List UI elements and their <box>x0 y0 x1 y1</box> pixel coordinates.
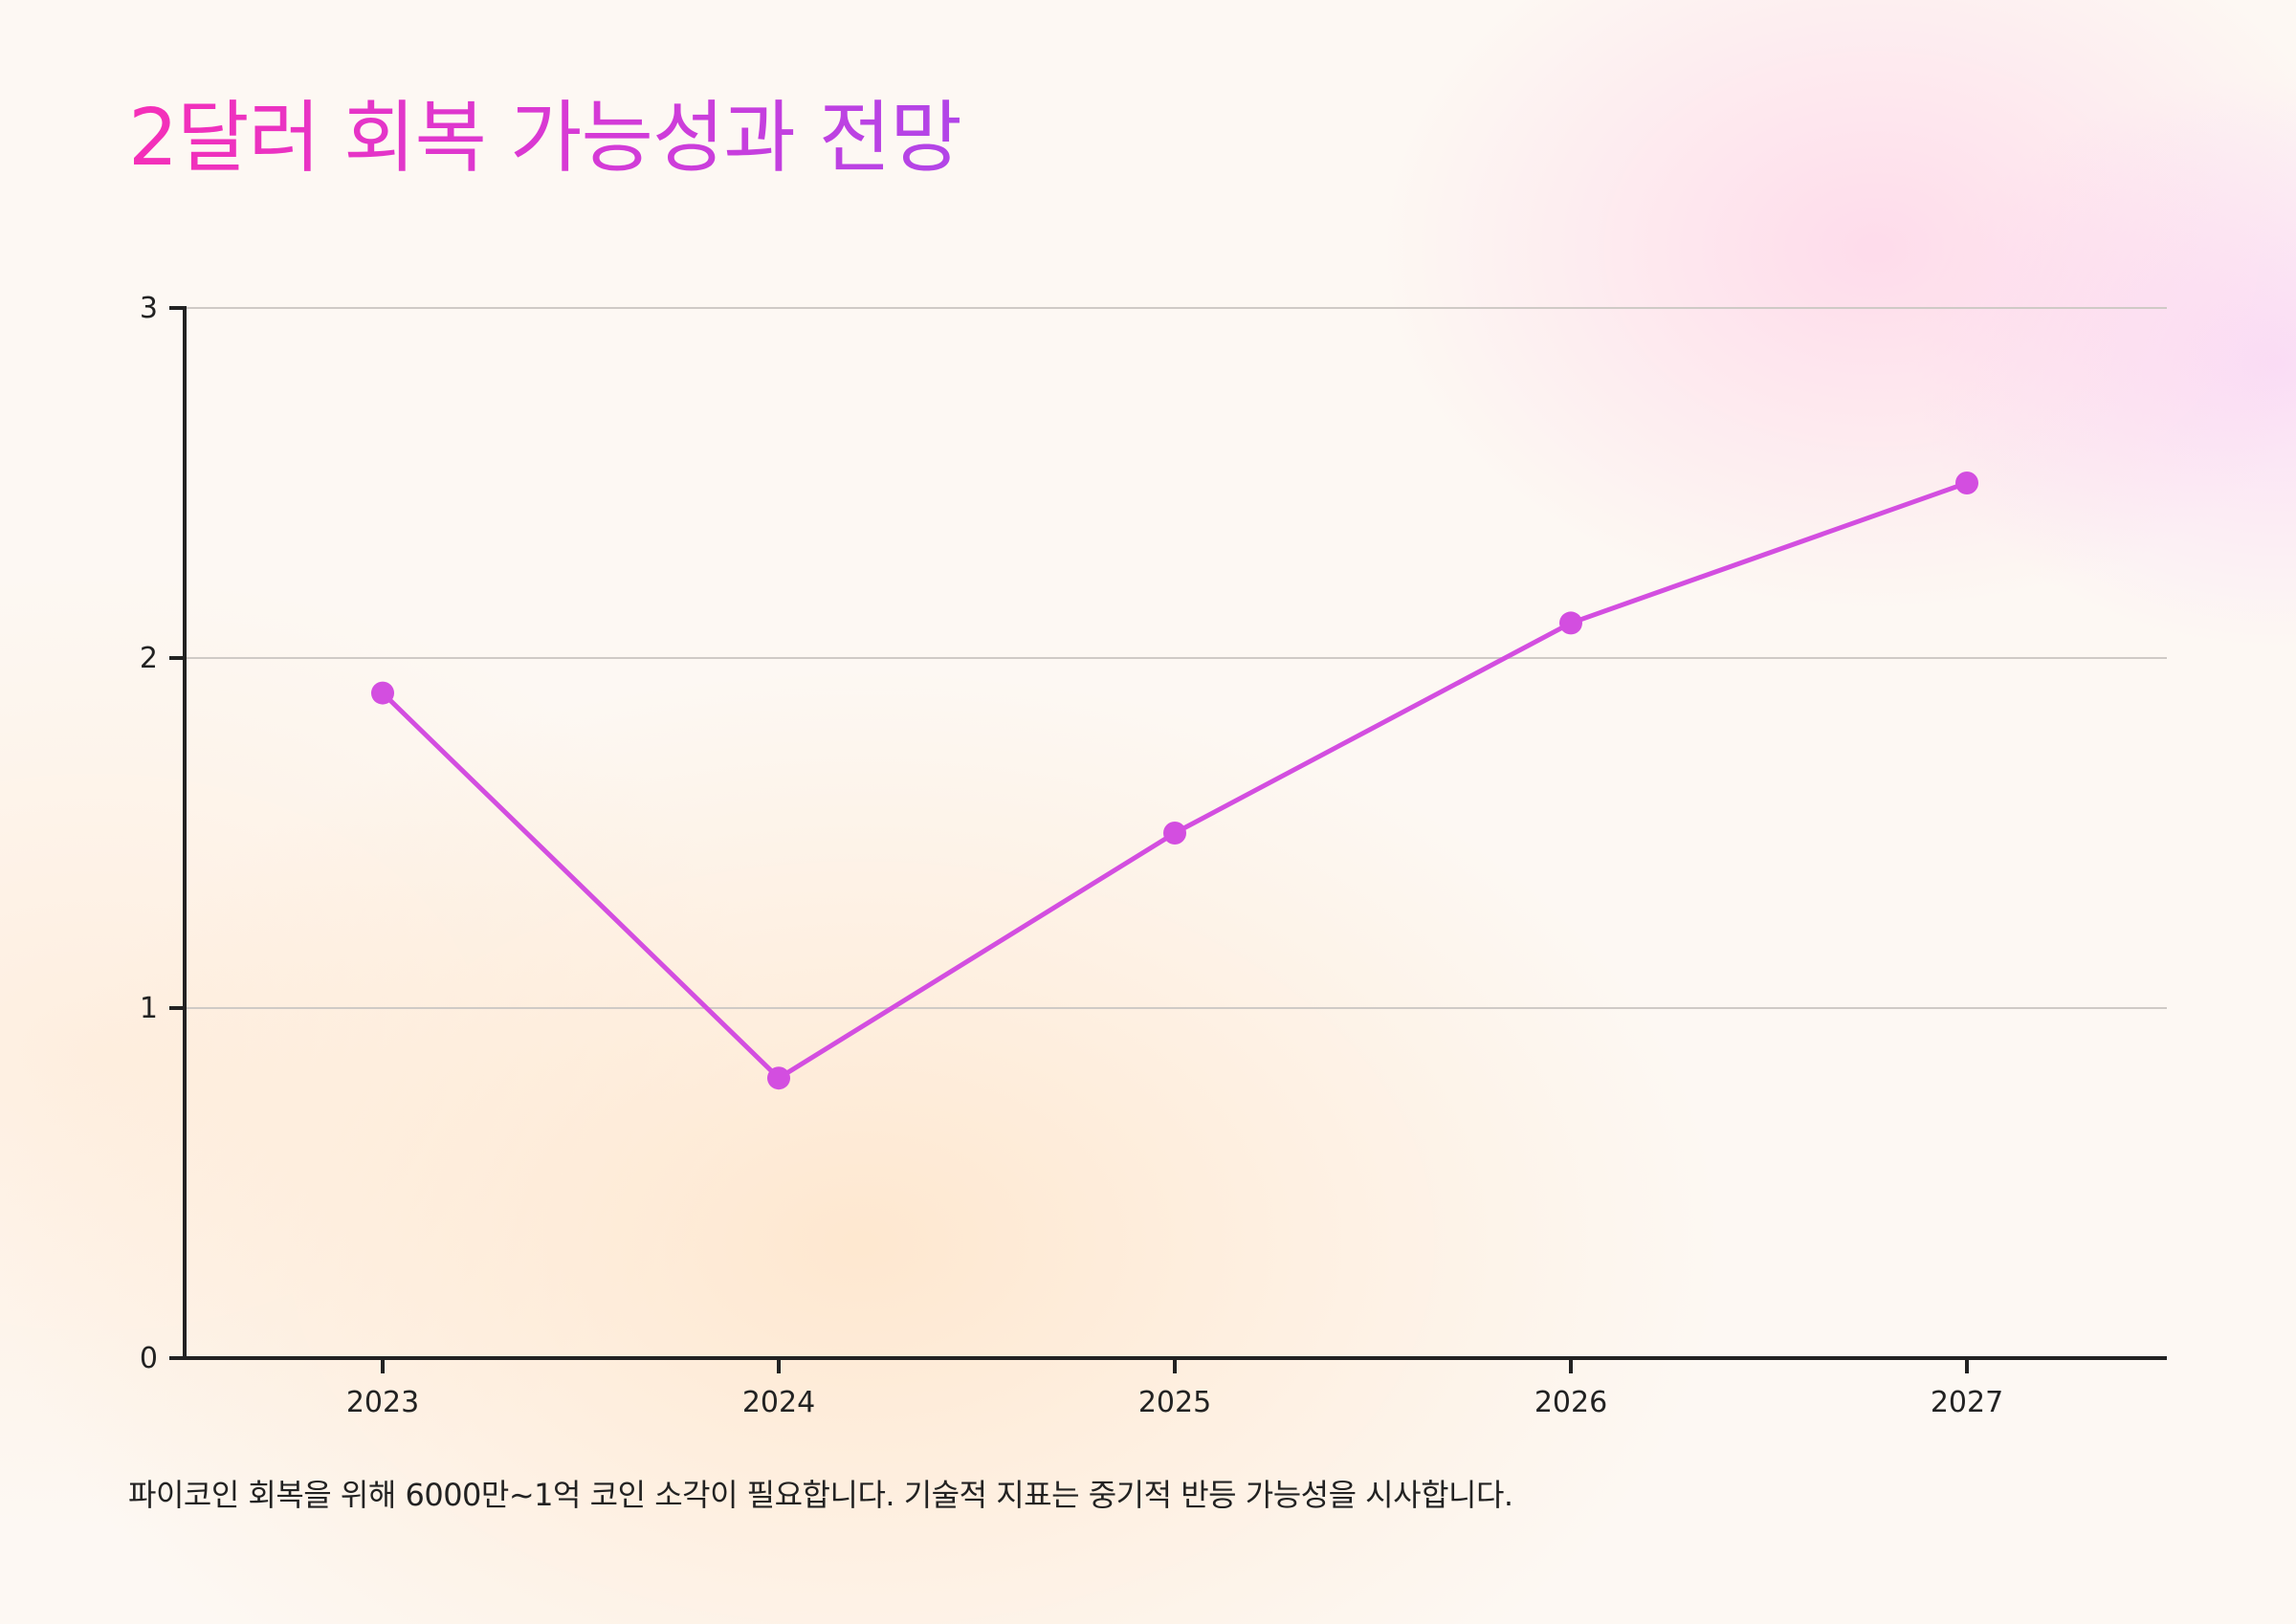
y-tick-label-2: 2 <box>140 642 158 675</box>
x-tick-label-2023: 2023 <box>346 1386 419 1419</box>
page-title: 2달러 회복 가능성과 전망 <box>128 92 962 186</box>
tick-labels: 0 1 2 3 2023 2024 2025 2026 2027 <box>140 292 2003 1419</box>
data-point-2026 <box>1559 611 1582 635</box>
series <box>371 472 1978 1090</box>
data-point-2025 <box>1163 822 1186 845</box>
y-tick-label-3: 3 <box>140 292 158 325</box>
y-tick-label-0: 0 <box>140 1342 158 1375</box>
x-tick-label-2024: 2024 <box>742 1386 815 1419</box>
axes <box>169 306 2167 1373</box>
x-tick-label-2026: 2026 <box>1534 1386 1607 1419</box>
series-line-0 <box>380 480 1970 1081</box>
chart-footnote: 파이코인 회복을 위해 6000만~1억 코인 소각이 필요합니다. 기술적 지… <box>128 1477 1513 1513</box>
y-tick-label-1: 1 <box>140 992 158 1025</box>
data-point-2024 <box>767 1066 790 1090</box>
data-point-2027 <box>1955 472 1978 494</box>
gridlines <box>185 307 2167 1009</box>
x-tick-label-2025: 2025 <box>1138 1386 1211 1419</box>
x-tick-label-2027: 2027 <box>1931 1386 2003 1419</box>
data-point-2023 <box>371 681 394 705</box>
